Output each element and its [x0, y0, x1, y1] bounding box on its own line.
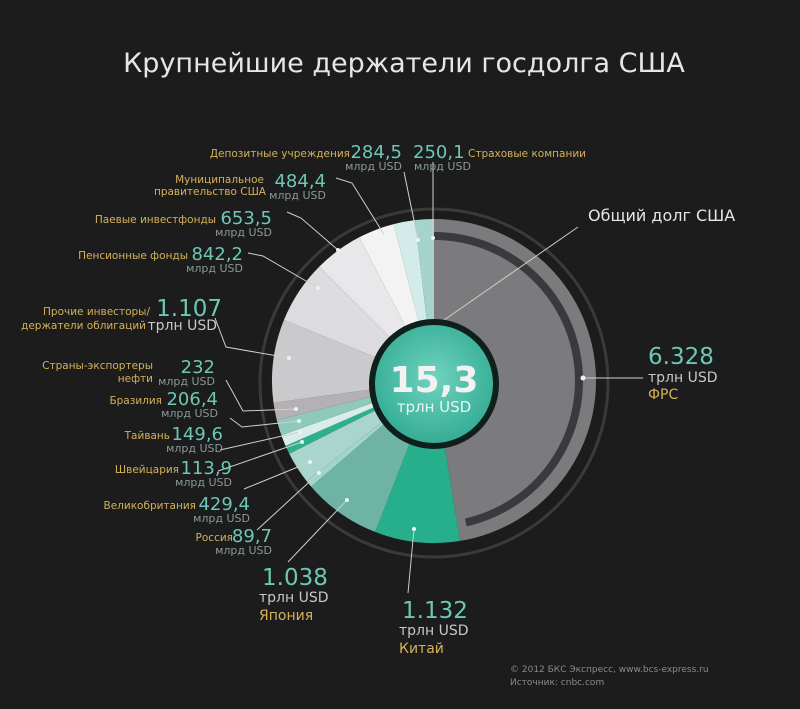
municipal-label-1: Муниципальное [175, 174, 264, 186]
copyright-text: © 2012 БКС Экспресс, www.bcs-express.ru [510, 665, 709, 675]
municipal-label-2: правительство США [154, 186, 267, 198]
taiwan-unit: млрд USD [166, 442, 223, 455]
oil-exporters-label-2: нефти [118, 373, 153, 385]
oil-exporters-label-1: Страны-экспортеры [42, 360, 153, 372]
taiwan-value: 149,6 [171, 424, 223, 445]
municipal-unit: млрд USD [269, 189, 326, 202]
other-investors-unit: трлн USD [147, 318, 217, 334]
japan-value: 1.038 [262, 565, 328, 591]
russia-value: 89,7 [232, 526, 272, 547]
china-unit: трлн USD [399, 623, 469, 639]
uk-label: Великобритания [104, 500, 197, 512]
insurance-unit: млрд USD [414, 160, 471, 173]
other-investors-value: 1.107 [156, 296, 222, 322]
insurance-label: Страховые компании [468, 148, 586, 160]
switzerland-label: Швейцария [115, 464, 179, 476]
source-text: Источник: cnbc.com [510, 678, 604, 688]
japan-unit: трлн USD [259, 590, 329, 606]
mutual-funds-unit: млрд USD [215, 226, 272, 239]
pension-funds-unit: млрд USD [186, 262, 243, 275]
brazil-label: Бразилия [109, 395, 162, 407]
fed-label: ФРС [648, 387, 678, 403]
switzerland-unit: млрд USD [175, 476, 232, 489]
municipal-value: 484,4 [274, 171, 326, 192]
china-value: 1.132 [402, 598, 468, 624]
switzerland-value: 113,9 [180, 458, 232, 479]
mutual-funds-label: Паевые инвестфонды [95, 214, 216, 226]
chart-title: Крупнейшие держатели госдолга США [123, 48, 685, 79]
deposit-value: 284,5 [350, 142, 402, 163]
fed-value: 6.328 [648, 344, 714, 370]
leader-lines [214, 162, 643, 594]
japan-label: Япония [259, 608, 313, 624]
total-debt-label: Общий долг США [588, 206, 735, 225]
fed-unit: трлн USD [648, 370, 718, 386]
deposit-unit: млрд USD [345, 160, 402, 173]
oil-exporters-unit: млрд USD [158, 375, 215, 388]
brazil-unit: млрд USD [161, 407, 218, 420]
oil-exporters-value: 232 [181, 357, 215, 378]
uk-unit: млрд USD [193, 512, 250, 525]
pension-funds-label: Пенсионные фонды [78, 250, 188, 262]
total-unit: трлн USD [397, 398, 471, 416]
russia-label: Россия [196, 532, 233, 544]
russia-unit: млрд USD [215, 544, 272, 557]
brazil-value: 206,4 [166, 389, 218, 410]
insurance-value: 250,1 [413, 142, 465, 163]
other-investors-label-1: Прочие инвесторы/ [43, 306, 150, 318]
mutual-funds-value: 653,5 [220, 208, 272, 229]
total-value: 15,3 [390, 360, 479, 401]
other-investors-label-2: держатели облигаций [21, 320, 146, 332]
uk-value: 429,4 [198, 494, 250, 515]
pension-funds-value: 842,2 [191, 244, 243, 265]
fed-inner-arc [433, 232, 583, 527]
total-circle [369, 319, 499, 449]
china-label: Китай [399, 641, 444, 657]
deposit-label: Депозитные учреждения [210, 148, 350, 160]
outer-ring [258, 207, 610, 559]
taiwan-label: Тайвань [124, 430, 170, 442]
